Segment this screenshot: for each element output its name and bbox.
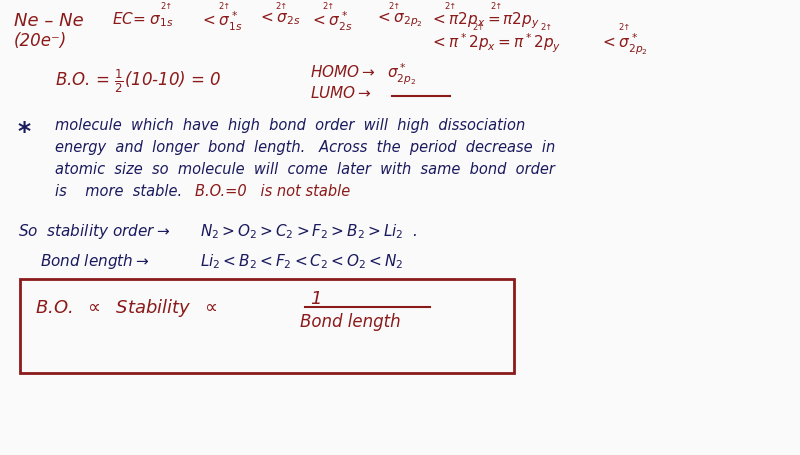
Text: Bond length: Bond length [300, 312, 401, 330]
Text: B.O. = $\frac{1}{2}$(10-10) = 0: B.O. = $\frac{1}{2}$(10-10) = 0 [55, 68, 222, 95]
Text: $<\sigma_{2p_2}$: $<\sigma_{2p_2}$ [375, 10, 423, 29]
Text: $<\pi^*2p_x=\pi^*2p_y$: $<\pi^*2p_x=\pi^*2p_y$ [430, 32, 561, 55]
Text: molecule  which  have  high  bond  order  will  high  dissociation: molecule which have high bond order will… [55, 118, 526, 133]
Text: 2↑: 2↑ [388, 2, 400, 11]
Text: 2↑: 2↑ [618, 23, 630, 32]
Text: (20e⁻): (20e⁻) [14, 32, 67, 50]
Text: 2↑: 2↑ [540, 23, 552, 32]
Text: 1: 1 [310, 289, 322, 307]
Text: is    more  stable.: is more stable. [55, 184, 182, 198]
Text: $<\sigma^*_{2s}$: $<\sigma^*_{2s}$ [310, 10, 353, 33]
Text: 2↑: 2↑ [322, 2, 334, 11]
Text: $<\pi2p_x=\pi2p_y$: $<\pi2p_x=\pi2p_y$ [430, 10, 540, 30]
Text: $N_2>O_2>C_2>F_2>B_2>Li_2$  .: $N_2>O_2>C_2>F_2>B_2>Li_2$ . [200, 222, 418, 240]
Text: atomic  size  so  molecule  will  come  later  with  same  bond  order: atomic size so molecule will come later … [55, 162, 555, 177]
Text: HOMO$\rightarrow$  $\sigma^*_{2p_2}$: HOMO$\rightarrow$ $\sigma^*_{2p_2}$ [310, 62, 416, 87]
Text: 2↑: 2↑ [160, 2, 172, 11]
Text: $<\sigma_{2s}$: $<\sigma_{2s}$ [258, 10, 301, 27]
Text: B.O.=0   is not stable: B.O.=0 is not stable [195, 184, 350, 198]
Text: *: * [18, 120, 31, 144]
Text: Ne – Ne: Ne – Ne [14, 12, 84, 30]
Text: $<\sigma^*_{1s}$: $<\sigma^*_{1s}$ [200, 10, 242, 33]
Text: 2↑: 2↑ [444, 2, 456, 11]
Text: LUMO$\rightarrow$: LUMO$\rightarrow$ [310, 85, 372, 101]
Text: So  stability order$\rightarrow$: So stability order$\rightarrow$ [18, 222, 170, 241]
Text: 2↑: 2↑ [490, 2, 502, 11]
Text: 2↑: 2↑ [218, 2, 230, 11]
Text: $<\sigma^*_{2p_2}$: $<\sigma^*_{2p_2}$ [600, 32, 648, 57]
Text: Bond length$\rightarrow$: Bond length$\rightarrow$ [40, 252, 150, 270]
Text: $Li_2<B_2<F_2<C_2<O_2<N_2$: $Li_2<B_2<F_2<C_2<O_2<N_2$ [200, 252, 403, 270]
Text: B.O.  $\propto$  Stability  $\propto$: B.O. $\propto$ Stability $\propto$ [35, 296, 218, 318]
Text: energy  and  longer  bond  length.   Across  the  period  decrease  in: energy and longer bond length. Across th… [55, 140, 555, 155]
Text: 2↑: 2↑ [275, 2, 287, 11]
Text: 2↑: 2↑ [472, 23, 484, 32]
Text: EC= $\sigma_{1s}$: EC= $\sigma_{1s}$ [112, 10, 174, 29]
